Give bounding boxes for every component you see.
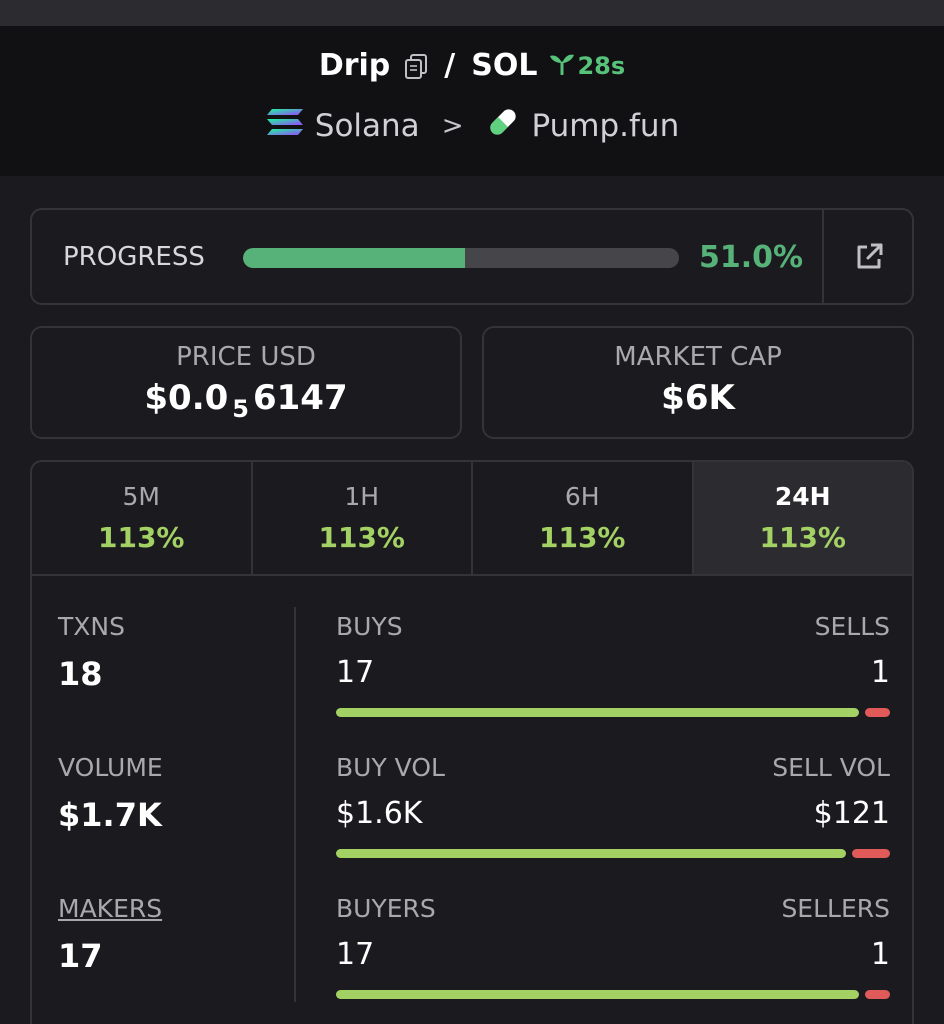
age-value: 28s xyxy=(577,51,626,80)
volume-metric: VOLUME $1.7K xyxy=(58,753,288,894)
chain-breadcrumb: Solana > Pump.fun xyxy=(0,104,944,148)
market-cap-label: MARKET CAP xyxy=(614,342,782,372)
market-cap-value: $6K xyxy=(661,378,735,418)
buy-bar-segment xyxy=(336,990,860,999)
totals-column: TXNS 18 VOLUME $1.7K MAKERS 17 xyxy=(58,612,288,1024)
price-label: PRICE USD xyxy=(176,342,316,372)
pair-age: 28s xyxy=(549,51,625,81)
buyers-label: BUYERS xyxy=(336,894,436,923)
tab-6h[interactable]: 6H 113% xyxy=(473,462,694,576)
sell-bar-segment xyxy=(851,849,890,858)
tab-label: 1H xyxy=(344,482,380,511)
price-digits: 6147 xyxy=(252,378,348,418)
stats-card: 5M 113% 1H 113% 6H 113% 24H 113% TXNS 18… xyxy=(30,460,914,1024)
price-value: $0.0 5 6147 xyxy=(32,378,460,423)
tab-change: 113% xyxy=(318,521,405,554)
open-external-button[interactable] xyxy=(824,210,914,303)
sell-bar-segment xyxy=(865,708,890,717)
buyers-sellers-row: BUYERS SELLERS 17 1 xyxy=(336,894,890,1024)
txns-value: 18 xyxy=(58,655,103,693)
buy-bar-segment xyxy=(336,708,860,717)
tab-change: 113% xyxy=(759,521,846,554)
sellers-label: SELLERS xyxy=(781,894,890,923)
dex-link[interactable]: Pump.fun xyxy=(531,108,680,144)
makers-metric: MAKERS 17 xyxy=(58,894,288,1024)
sell-vol-value: $121 xyxy=(813,796,890,831)
chevron-right-icon: > xyxy=(441,111,464,141)
market-cap-card: MARKET CAP $6K xyxy=(482,326,914,439)
copy-icon[interactable] xyxy=(404,53,428,79)
makers-link[interactable]: MAKERS xyxy=(58,894,163,923)
tab-label: 24H xyxy=(774,482,831,511)
txns-metric: TXNS 18 xyxy=(58,612,288,753)
buy-vol-value: $1.6K xyxy=(336,796,423,831)
pair-separator: / xyxy=(444,48,456,83)
volume-label: VOLUME xyxy=(58,753,163,782)
pair-title: Drip / SOL 28s xyxy=(0,48,944,83)
timeframe-tabs: 5M 113% 1H 113% 6H 113% 24H 113% xyxy=(32,462,912,576)
tab-change: 113% xyxy=(538,521,626,554)
column-divider xyxy=(294,607,296,1002)
buys-sells-row: BUYS SELLS 17 1 xyxy=(336,612,890,753)
progress-bar xyxy=(243,248,679,268)
tab-label: 6H xyxy=(564,482,600,511)
sells-value: 1 xyxy=(870,655,890,690)
pair-header xyxy=(0,26,944,176)
progress-label: PROGRESS xyxy=(63,242,205,272)
price-usd-card: PRICE USD $0.0 5 6147 xyxy=(30,326,462,439)
buys-value: 17 xyxy=(336,655,375,690)
price-zero-count: 5 xyxy=(232,395,249,423)
sprout-icon xyxy=(549,51,575,81)
buy-sell-volume-row: BUY VOL SELL VOL $1.6K $121 xyxy=(336,753,890,894)
tab-label: 5M xyxy=(122,482,160,511)
buy-sell-column: BUYS SELLS 17 1 BUY VOL SELL VOL $1.6K $… xyxy=(336,612,890,1024)
solana-icon xyxy=(265,107,305,145)
price-prefix: $0.0 xyxy=(144,378,229,418)
quote-token: SOL xyxy=(471,48,538,83)
divider xyxy=(822,210,824,303)
buyers-sellers-bar xyxy=(336,990,890,999)
buys-sells-bar xyxy=(336,708,890,717)
sells-label: SELLS xyxy=(814,612,890,641)
progress-percent: 51.0% xyxy=(699,240,804,275)
buy-vol-label: BUY VOL xyxy=(336,753,445,782)
makers-value: 17 xyxy=(58,937,103,975)
bonding-progress-card: PROGRESS 51.0% xyxy=(30,208,914,305)
buys-label: BUYS xyxy=(336,612,403,641)
tab-24h[interactable]: 24H 113% xyxy=(693,462,912,576)
token-name: Drip xyxy=(318,48,391,83)
txns-label: TXNS xyxy=(58,612,125,641)
buy-sell-volume-bar xyxy=(336,849,890,858)
tab-change: 113% xyxy=(97,521,185,554)
tab-5m[interactable]: 5M 113% xyxy=(32,462,253,576)
volume-value: $1.7K xyxy=(58,796,162,834)
pill-icon xyxy=(485,104,521,148)
external-link-icon xyxy=(857,243,883,268)
sell-vol-label: SELL VOL xyxy=(772,753,890,782)
progress-bar-fill xyxy=(243,248,466,268)
sell-bar-segment xyxy=(865,990,890,999)
chain-link[interactable]: Solana xyxy=(314,108,420,144)
buy-bar-segment xyxy=(336,849,846,858)
sellers-value: 1 xyxy=(870,937,890,972)
tab-1h[interactable]: 1H 113% xyxy=(252,462,473,576)
top-status-strip xyxy=(0,0,944,26)
buyers-value: 17 xyxy=(336,937,375,972)
